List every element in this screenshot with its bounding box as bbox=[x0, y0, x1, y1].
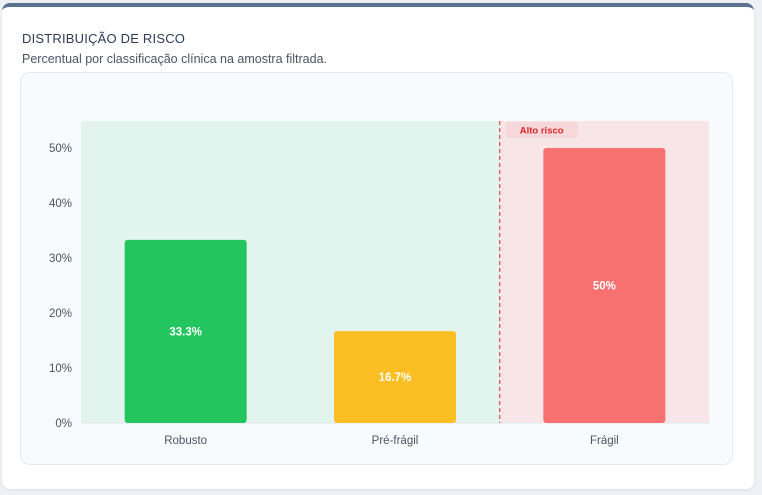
bar-3 bbox=[543, 148, 666, 423]
bar-value-label: 33.3% bbox=[169, 326, 202, 338]
y-tick-label: 20% bbox=[49, 308, 72, 320]
y-tick-label: 50% bbox=[49, 143, 72, 155]
y-tick-label: 40% bbox=[49, 198, 72, 210]
card-title: DISTRIBUIÇÃO DE RISCO bbox=[22, 31, 186, 46]
bar-value-label: 50% bbox=[593, 281, 616, 293]
x-category-label: Frágil bbox=[590, 435, 619, 447]
bar-1 bbox=[124, 239, 247, 423]
card-subtitle: Percentual por classificação clínica na … bbox=[22, 52, 328, 66]
bar-value-label: 16.7% bbox=[379, 372, 412, 384]
high-risk-badge bbox=[505, 122, 578, 138]
y-tick-label: 0% bbox=[55, 418, 72, 430]
x-category-label: Robusto bbox=[164, 435, 207, 447]
x-category-label: Pré-frágil bbox=[372, 435, 419, 447]
high-risk-badge-label: Alto risco bbox=[520, 126, 564, 137]
y-tick-label: 30% bbox=[49, 253, 72, 265]
bar-2 bbox=[334, 331, 456, 423]
y-tick-label: 10% bbox=[49, 363, 72, 375]
